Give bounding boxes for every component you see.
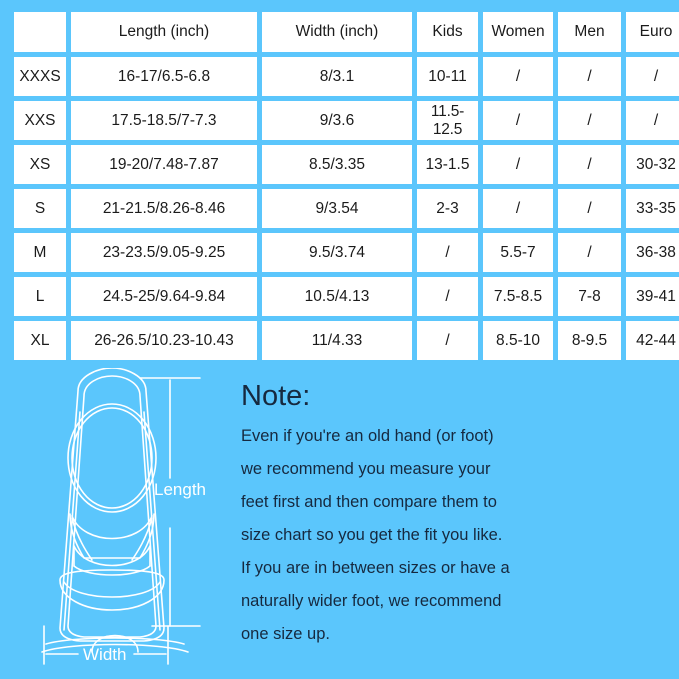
cell-euro: 30-32 bbox=[626, 145, 679, 184]
cell-men: / bbox=[558, 57, 621, 96]
cell-length: 24.5-25/9.64-9.84 bbox=[71, 277, 257, 316]
cell-euro: 39-41 bbox=[626, 277, 679, 316]
cell-kids: 11.5-12.5 bbox=[417, 101, 478, 140]
fin-tail-arch-top bbox=[45, 637, 185, 645]
info-panel: Length Width Note: Even if you're an old… bbox=[0, 368, 679, 679]
cell-men: 7-8 bbox=[558, 277, 621, 316]
cell-men: 8-9.5 bbox=[558, 321, 621, 360]
width-dimension-label: Width bbox=[83, 645, 127, 664]
table-row: XS 19-20/7.48-7.87 8.5/3.35 13-1.5 / / 3… bbox=[14, 145, 679, 184]
cell-width: 8/3.1 bbox=[262, 57, 412, 96]
cell-kids: 2-3 bbox=[417, 189, 478, 228]
cell-size: S bbox=[14, 189, 66, 228]
cell-width: 9/3.6 bbox=[262, 101, 412, 140]
cell-women: / bbox=[483, 101, 553, 140]
cell-euro: 33-35 bbox=[626, 189, 679, 228]
note-line: Even if you're an old hand (or foot) bbox=[241, 427, 494, 445]
table-row: L 24.5-25/9.64-9.84 10.5/4.13 / 7.5-8.5 … bbox=[14, 277, 679, 316]
fin-instep-band bbox=[69, 513, 155, 559]
table-row: S 21-21.5/8.26-8.46 9/3.54 2-3 / / 33-35 bbox=[14, 189, 679, 228]
cell-length: 19-20/7.48-7.87 bbox=[71, 145, 257, 184]
cell-length: 26-26.5/10.23-10.43 bbox=[71, 321, 257, 360]
column-header-width: Width (inch) bbox=[262, 12, 412, 52]
fin-blade-inner-outline bbox=[67, 375, 157, 638]
column-header-euro: Euro bbox=[626, 12, 679, 52]
cell-width: 11/4.33 bbox=[262, 321, 412, 360]
fin-heel-curve-lower bbox=[73, 565, 151, 576]
column-header-kids: Kids bbox=[417, 12, 478, 52]
size-chart-table: Length (inch) Width (inch) Kids Women Me… bbox=[9, 7, 679, 365]
fin-heel-curve-upper bbox=[71, 515, 153, 540]
length-dimension-label: Length bbox=[154, 480, 206, 499]
fin-tail-notch bbox=[91, 634, 139, 653]
cell-width: 8.5/3.35 bbox=[262, 145, 412, 184]
cell-length: 23-23.5/9.05-9.25 bbox=[71, 233, 257, 272]
cell-length: 21-21.5/8.26-8.46 bbox=[71, 189, 257, 228]
cell-women: / bbox=[483, 145, 553, 184]
table-row: XXS 17.5-18.5/7-7.3 9/3.6 11.5-12.5 / / … bbox=[14, 101, 679, 140]
note-title: Note: bbox=[241, 380, 311, 412]
cell-kids: / bbox=[417, 321, 478, 360]
cell-width: 9.5/3.74 bbox=[262, 233, 412, 272]
note-line: we recommend you measure your bbox=[241, 460, 491, 478]
cell-euro: 36-38 bbox=[626, 233, 679, 272]
note-line: one size up. bbox=[241, 625, 330, 643]
fin-sole-pocket-inner bbox=[63, 581, 161, 598]
fin-tail-arch-bottom bbox=[41, 643, 189, 653]
fin-illustration-svg bbox=[41, 368, 201, 665]
fin-sole-pocket bbox=[59, 569, 165, 611]
table-corner-cell bbox=[14, 12, 66, 52]
column-header-men: Men bbox=[558, 12, 621, 52]
column-header-length: Length (inch) bbox=[71, 12, 257, 52]
cell-women: 8.5-10 bbox=[483, 321, 553, 360]
cell-length: 17.5-18.5/7-7.3 bbox=[71, 101, 257, 140]
fin-heel-curve-mid bbox=[73, 545, 151, 567]
cell-width: 9/3.54 bbox=[262, 189, 412, 228]
cell-men: / bbox=[558, 233, 621, 272]
cell-euro: / bbox=[626, 57, 679, 96]
note-line: If you are in between sizes or have a bbox=[241, 559, 510, 577]
cell-width: 10.5/4.13 bbox=[262, 277, 412, 316]
table-row: M 23-23.5/9.05-9.25 9.5/3.74 / 5.5-7 / 3… bbox=[14, 233, 679, 272]
cell-size: L bbox=[14, 277, 66, 316]
note-line: naturally wider foot, we recommend bbox=[241, 592, 502, 610]
cell-size: XS bbox=[14, 145, 66, 184]
cell-length: 16-17/6.5-6.8 bbox=[71, 57, 257, 96]
fin-instep-edge-right bbox=[131, 517, 153, 561]
cell-women: 7.5-8.5 bbox=[483, 277, 553, 316]
cell-size: XL bbox=[14, 321, 66, 360]
note-line: size chart so you get the fit you like. bbox=[241, 526, 503, 544]
fin-instep-edge-left bbox=[71, 517, 93, 561]
table-row: XXXS 16-17/6.5-6.8 8/3.1 10-11 / / / bbox=[14, 57, 679, 96]
cell-kids: 10-11 bbox=[417, 57, 478, 96]
swim-fin-diagram: Length Width bbox=[22, 368, 250, 668]
table-row: XL 26-26.5/10.23-10.43 11/4.33 / 8.5-10 … bbox=[14, 321, 679, 360]
cell-women: / bbox=[483, 57, 553, 96]
fin-foot-opening-inner bbox=[71, 407, 153, 509]
cell-kids: / bbox=[417, 233, 478, 272]
cell-women: 5.5-7 bbox=[483, 233, 553, 272]
size-chart-table-container: Length (inch) Width (inch) Kids Women Me… bbox=[14, 12, 679, 365]
fin-blade-outline bbox=[59, 368, 165, 642]
cell-women: / bbox=[483, 189, 553, 228]
cell-euro: / bbox=[626, 101, 679, 140]
cell-men: / bbox=[558, 101, 621, 140]
fin-rib-right bbox=[143, 411, 161, 631]
cell-kids: 13-1.5 bbox=[417, 145, 478, 184]
fin-rib-left bbox=[63, 411, 81, 631]
cell-men: / bbox=[558, 145, 621, 184]
note-line: feet first and then compare them to bbox=[241, 493, 497, 511]
fin-foot-opening bbox=[67, 403, 157, 513]
cell-men: / bbox=[558, 189, 621, 228]
cell-size: XXXS bbox=[14, 57, 66, 96]
table-header-row: Length (inch) Width (inch) Kids Women Me… bbox=[14, 12, 679, 52]
cell-size: M bbox=[14, 233, 66, 272]
column-header-women: Women bbox=[483, 12, 553, 52]
cell-kids: / bbox=[417, 277, 478, 316]
cell-size: XXS bbox=[14, 101, 66, 140]
note-block: Note: Even if you're an old hand (or foo… bbox=[241, 382, 661, 651]
cell-euro: 42-44 bbox=[626, 321, 679, 360]
